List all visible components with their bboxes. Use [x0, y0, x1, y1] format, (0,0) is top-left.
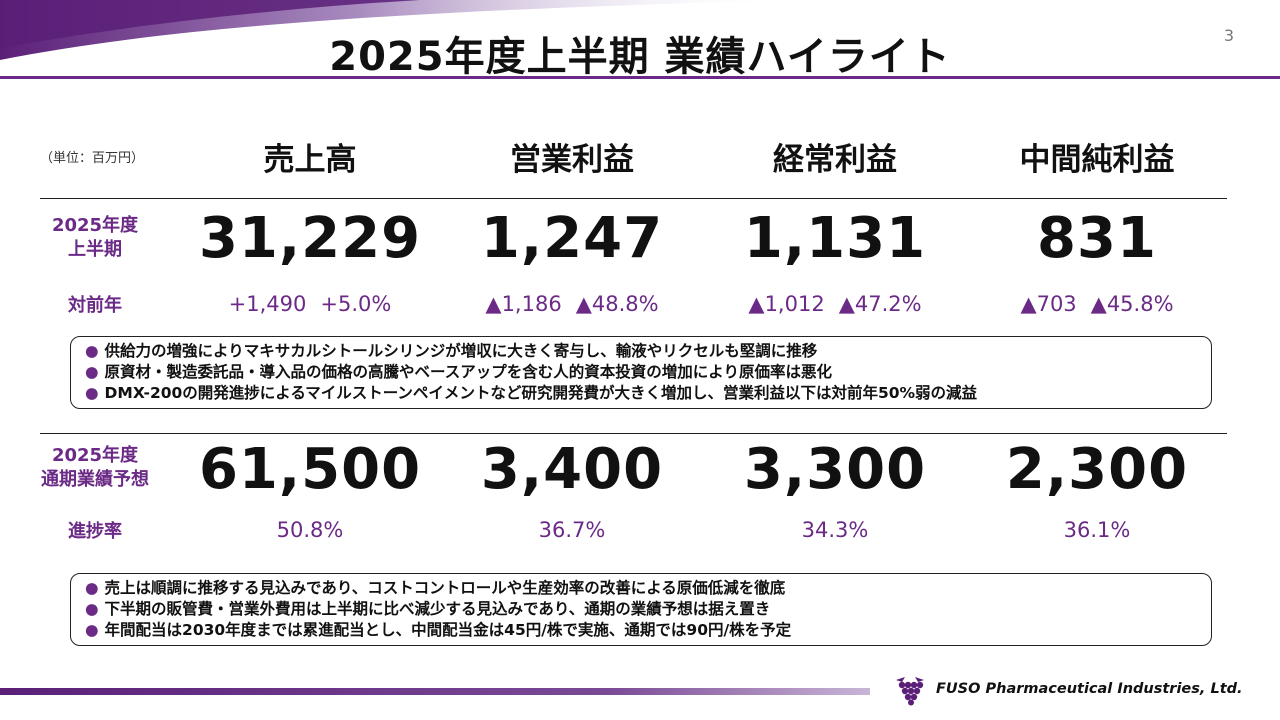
progress-ordinary-income: 34.3%	[801, 518, 869, 542]
yoy-ordinary-income: ▲1,012 ▲47.2%	[748, 292, 922, 316]
grape-logo-icon	[896, 677, 924, 706]
h1-ordinary-income-value: 1,131	[743, 206, 927, 271]
bullet-icon: ●	[85, 363, 99, 381]
list-item: ● 年間配当は2030年度までは累進配当とし、中間配当金は45円/株で実施、通期で…	[85, 621, 792, 639]
list-item: ● 原資材・製造委託品・導入品の価格の高騰やベースアップを含む人的資本投資の増加に…	[85, 363, 832, 381]
section-divider-fy	[40, 433, 1227, 434]
fy-ordinary-income-value: 3,300	[743, 437, 927, 502]
unit-label: （単位：百万円）	[40, 151, 145, 166]
progress-operating-income: 36.7%	[538, 518, 606, 542]
footer-bar-decoration	[0, 688, 870, 695]
company-name: FUSO Pharmaceutical Industries, Ltd.	[936, 681, 1243, 697]
list-item: ● 供給力の増強によりマキサカルシトールシリンジが増収に大きく寄与し、輸液やリクセ…	[85, 342, 818, 360]
section-divider-h1	[40, 198, 1227, 199]
row-label-fy-forecast: 2025年度 通期業績予想	[41, 445, 149, 490]
fy-sales-value: 61,500	[198, 437, 422, 502]
yoy-operating-income: ▲1,186 ▲48.8%	[485, 292, 659, 316]
fy-net-income-value: 2,300	[1005, 437, 1189, 502]
fy-notes-box: ● 売上は順調に推移する見込みであり、コストコントロールや生産効率の改善による原価…	[70, 573, 1212, 646]
col-header-ordinary-income: 経常利益	[773, 142, 897, 178]
bullet-icon: ●	[85, 579, 99, 597]
row-label-h1: 2025年度 上半期	[51, 215, 139, 260]
list-item: ● DMX-200の開発進捗によるマイルストーンペイメントなど研究開発費が大きく増…	[85, 384, 978, 402]
row-label-yoy: 対前年	[68, 295, 122, 316]
header-swoosh-decoration	[0, 0, 800, 60]
bullet-icon: ●	[85, 600, 99, 618]
yoy-sales: +1,490 +5.0%	[228, 292, 392, 316]
bullet-icon: ●	[85, 342, 99, 360]
progress-net-income: 36.1%	[1063, 518, 1131, 542]
row-label-progress: 進捗率	[68, 521, 122, 542]
h1-notes-box: ● 供給力の増強によりマキサカルシトールシリンジが増収に大きく寄与し、輸液やリクセ…	[70, 336, 1212, 409]
h1-sales-value: 31,229	[198, 206, 422, 271]
progress-sales: 50.8%	[276, 518, 344, 542]
fy-operating-income-value: 3,400	[480, 437, 664, 502]
col-header-sales: 売上高	[263, 142, 357, 178]
yoy-net-income: ▲703 ▲45.8%	[1020, 292, 1174, 316]
page-title: 2025年度上半期 業績ハイライト	[329, 34, 951, 80]
col-header-net-income: 中間純利益	[1019, 142, 1175, 178]
h1-net-income-value: 831	[1037, 206, 1157, 271]
col-header-operating-income: 営業利益	[510, 142, 634, 178]
title-divider	[0, 76, 1280, 79]
list-item: ● 売上は順調に推移する見込みであり、コストコントロールや生産効率の改善による原価…	[85, 579, 786, 597]
bullet-icon: ●	[85, 621, 99, 639]
bullet-icon: ●	[85, 384, 99, 402]
h1-operating-income-value: 1,247	[480, 206, 664, 271]
page-number: 3	[1223, 26, 1234, 45]
list-item: ● 下半期の販管費・営業外費用は上半期に比べ減少する見込みであり、通期の業績予想は…	[85, 600, 771, 618]
